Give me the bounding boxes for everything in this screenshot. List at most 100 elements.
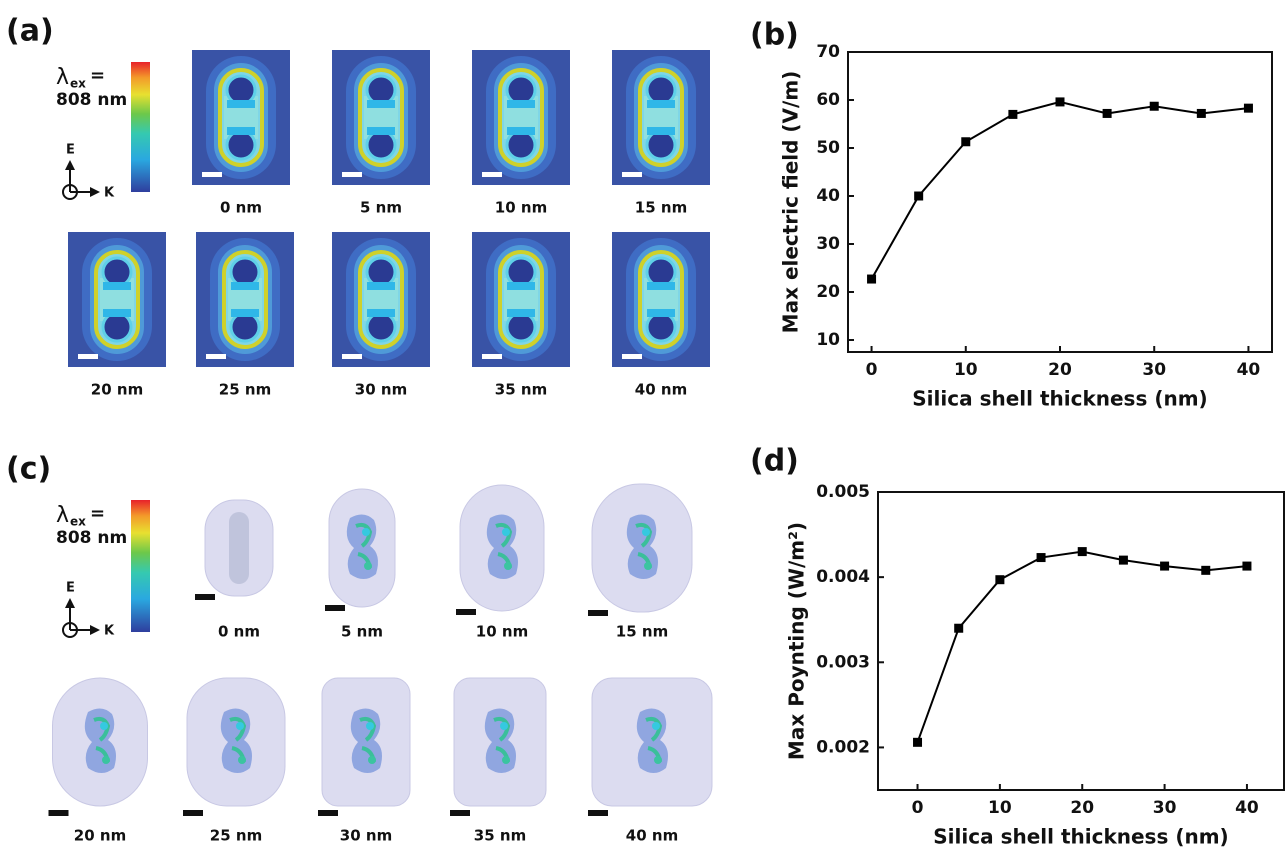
panel-label: (a) (6, 14, 54, 49)
data-marker (1077, 547, 1087, 557)
field-map (470, 48, 572, 187)
x-tick-label: 0 (866, 360, 878, 380)
y-tick-label: 0.005 (816, 482, 870, 502)
data-marker (1242, 561, 1252, 571)
data-marker (914, 191, 924, 201)
colorbar (131, 500, 150, 632)
y-tick-label: 40 (816, 186, 840, 206)
k-label: K (104, 186, 115, 201)
x-tick-label: 0 (912, 798, 924, 818)
data-marker (1243, 103, 1253, 113)
scale-bar (318, 810, 338, 816)
equals: = (90, 503, 105, 524)
field-map (330, 48, 432, 187)
lambda-sub: ex (70, 77, 86, 91)
x-tick-label: 20 (1048, 360, 1072, 380)
scale-bar (206, 354, 226, 359)
e-head (65, 160, 75, 170)
field-map (330, 230, 432, 369)
field-map (190, 48, 292, 187)
data-marker (1055, 97, 1065, 107)
plot-frame (847, 51, 1273, 353)
scale-bar (48, 810, 69, 816)
caption: 35 nm (474, 827, 526, 845)
data-marker (995, 575, 1005, 585)
e-label: E (66, 581, 75, 596)
scale-bar (342, 354, 362, 359)
data-line (916, 550, 1248, 743)
caption: 25 nm (219, 381, 271, 399)
x-axis-label: Silica shell thickness (nm) (933, 825, 1228, 849)
y-tick-label: 50 (816, 138, 840, 158)
lambda-sub: ex (70, 515, 86, 529)
caption: 5 nm (360, 199, 402, 217)
y-tick-label: 30 (816, 234, 840, 254)
data-marker (867, 274, 877, 284)
scale-bar (622, 172, 642, 177)
lambda: λ (56, 65, 69, 90)
x-tick-label: 40 (1235, 798, 1259, 818)
field-map (194, 230, 296, 369)
data-marker (954, 623, 964, 633)
k-label: K (104, 624, 115, 639)
y-tick-label: 10 (816, 330, 840, 350)
data-line (870, 100, 1249, 280)
scale-bar (195, 594, 215, 600)
e-label: E (66, 143, 75, 158)
scale-bar (588, 610, 608, 616)
scale-bar (588, 810, 608, 816)
e-head (65, 598, 75, 608)
x-tick-label: 10 (988, 798, 1012, 818)
lambda: λ (56, 503, 69, 528)
y-tick-label: 0.004 (816, 567, 870, 587)
plot-frame (877, 491, 1285, 791)
data-marker (1196, 108, 1206, 118)
y-tick-label: 70 (816, 42, 840, 62)
equals: = (90, 65, 105, 86)
data-marker (913, 737, 923, 747)
y-tick-label: 0.002 (816, 737, 870, 757)
panel-label: (b) (750, 18, 799, 53)
caption: 0 nm (218, 623, 260, 641)
x-tick-label: 20 (1070, 798, 1094, 818)
x-tick-label: 30 (1153, 798, 1177, 818)
caption: 30 nm (340, 827, 392, 845)
caption: 40 nm (626, 827, 678, 845)
field-map (610, 230, 712, 369)
k-head (90, 187, 100, 197)
scale-bar (450, 810, 470, 816)
x-tick-label: 30 (1142, 360, 1166, 380)
caption: 10 nm (476, 623, 528, 641)
caption: 35 nm (495, 381, 547, 399)
wavelength: 808 nm (56, 528, 127, 548)
data-marker (1036, 553, 1046, 563)
y-tick-label: 0.003 (816, 652, 870, 672)
field-map (470, 230, 572, 369)
caption: 20 nm (74, 827, 126, 845)
scale-bar (342, 172, 362, 177)
y-tick-label: 60 (816, 90, 840, 110)
data-marker (1149, 101, 1159, 111)
field-map (66, 230, 168, 369)
scale-bar (202, 172, 222, 177)
panel-label: (c) (6, 452, 51, 487)
scale-bar (482, 172, 502, 177)
scale-bar (482, 354, 502, 359)
data-marker (1118, 555, 1128, 565)
scale-bar (456, 609, 476, 615)
rod (229, 512, 249, 584)
panel-label: (d) (750, 444, 799, 479)
scale-bar (183, 810, 203, 816)
caption: 25 nm (210, 827, 262, 845)
data-marker (1201, 565, 1211, 575)
x-tick-label: 40 (1237, 360, 1261, 380)
caption: 0 nm (220, 199, 262, 217)
y-axis-label: Max electric field (V/m) (779, 71, 803, 334)
caption: 15 nm (635, 199, 687, 217)
wavelength: 808 nm (56, 90, 127, 110)
scale-bar (622, 354, 642, 359)
k-head (90, 625, 100, 635)
data-marker (961, 137, 971, 147)
scale-bar (78, 354, 98, 359)
